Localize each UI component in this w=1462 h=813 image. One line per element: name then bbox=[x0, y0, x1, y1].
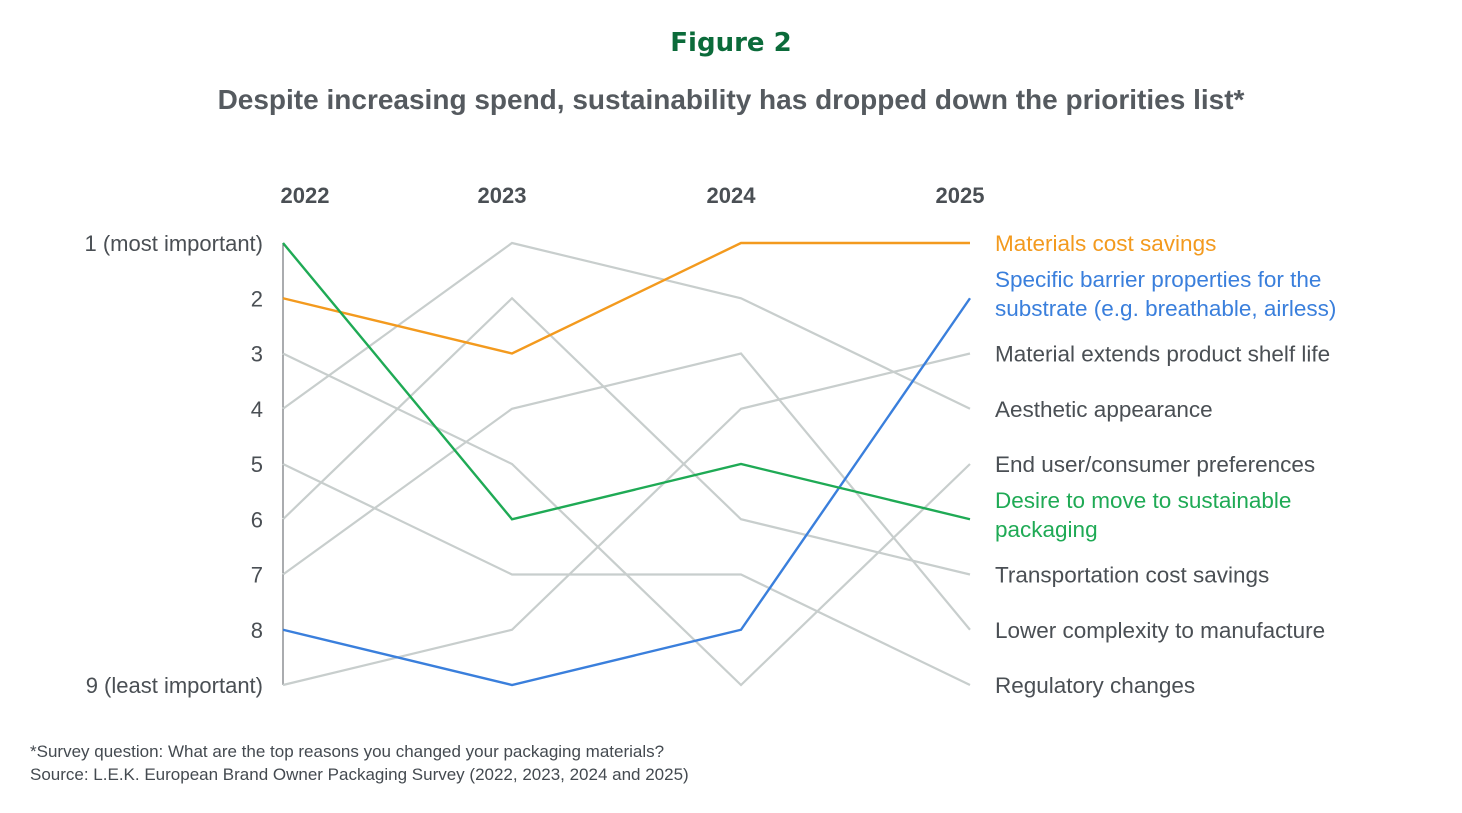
x-tick-label-2022: 2022 bbox=[281, 183, 330, 208]
series-end-labels: Materials cost savings Specific barrier p… bbox=[995, 231, 1336, 698]
y-tick-label-3: 3 bbox=[251, 342, 263, 367]
y-tick-label-8: 8 bbox=[251, 618, 263, 643]
series-label-specific-barrier-properties-for-the-substrate-e-g-breathable-airless: Specific barrier properties for the subst… bbox=[995, 267, 1336, 321]
y-tick-label-1: 1 (most important) bbox=[85, 231, 264, 256]
series-muted-lines bbox=[282, 241, 971, 687]
series-label-lower-complexity-to-manufacture: Lower complexity to manufacture bbox=[995, 618, 1325, 643]
y-axis-labels: 1 (most important) 2 3 4 5 6 7 8 9 (least import… bbox=[85, 231, 264, 698]
series-label-material-extends-product-shelf-life: Material extends product shelf life bbox=[995, 342, 1330, 367]
series-highlight-lines bbox=[282, 241, 971, 687]
footnote-source: Source: L.E.K. European Brand Owner Pack… bbox=[30, 765, 689, 784]
figure-title: Figure 2 bbox=[670, 28, 792, 58]
x-tick-label-2025: 2025 bbox=[936, 183, 985, 208]
series-line-aesthetic-appearance bbox=[282, 241, 971, 410]
series-label-transportation-cost-savings: Transportation cost savings bbox=[995, 563, 1269, 588]
y-tick-label-2: 2 bbox=[251, 286, 263, 311]
chart-subtitle: Despite increasing spend, sustainability… bbox=[217, 84, 1245, 115]
series-line-desire-to-move-to-sustainable-packaging bbox=[282, 242, 971, 521]
x-tick-label-2023: 2023 bbox=[478, 183, 527, 208]
series-line-transportation-cost-savings bbox=[282, 296, 971, 576]
y-tick-label-9: 9 (least important) bbox=[86, 673, 263, 698]
series-line-specific-barrier-properties-for-the-substrate-e-g-breathable-airless bbox=[282, 297, 971, 687]
series-line-regulatory-changes bbox=[282, 463, 971, 686]
y-tick-label-5: 5 bbox=[251, 452, 263, 477]
series-line-materials-cost-savings bbox=[282, 241, 970, 355]
y-tick-label-4: 4 bbox=[251, 397, 263, 422]
x-axis-labels: 2022 2023 2024 2025 bbox=[281, 183, 985, 208]
footnote-question: *Survey question: What are the top reaso… bbox=[30, 742, 665, 761]
series-label-end-user-consumer-preferences: End user/consumer preferences bbox=[995, 452, 1315, 477]
series-label-regulatory-changes: Regulatory changes bbox=[995, 673, 1195, 698]
x-tick-label-2024: 2024 bbox=[707, 183, 757, 208]
series-label-materials-cost-savings: Materials cost savings bbox=[995, 231, 1216, 256]
series-label-aesthetic-appearance: Aesthetic appearance bbox=[995, 397, 1213, 422]
y-tick-label-6: 6 bbox=[251, 507, 263, 532]
y-tick-label-7: 7 bbox=[251, 563, 263, 588]
series-label-desire-to-move-to-sustainable-packaging: Desire to move to sustainable packaging bbox=[995, 488, 1291, 542]
